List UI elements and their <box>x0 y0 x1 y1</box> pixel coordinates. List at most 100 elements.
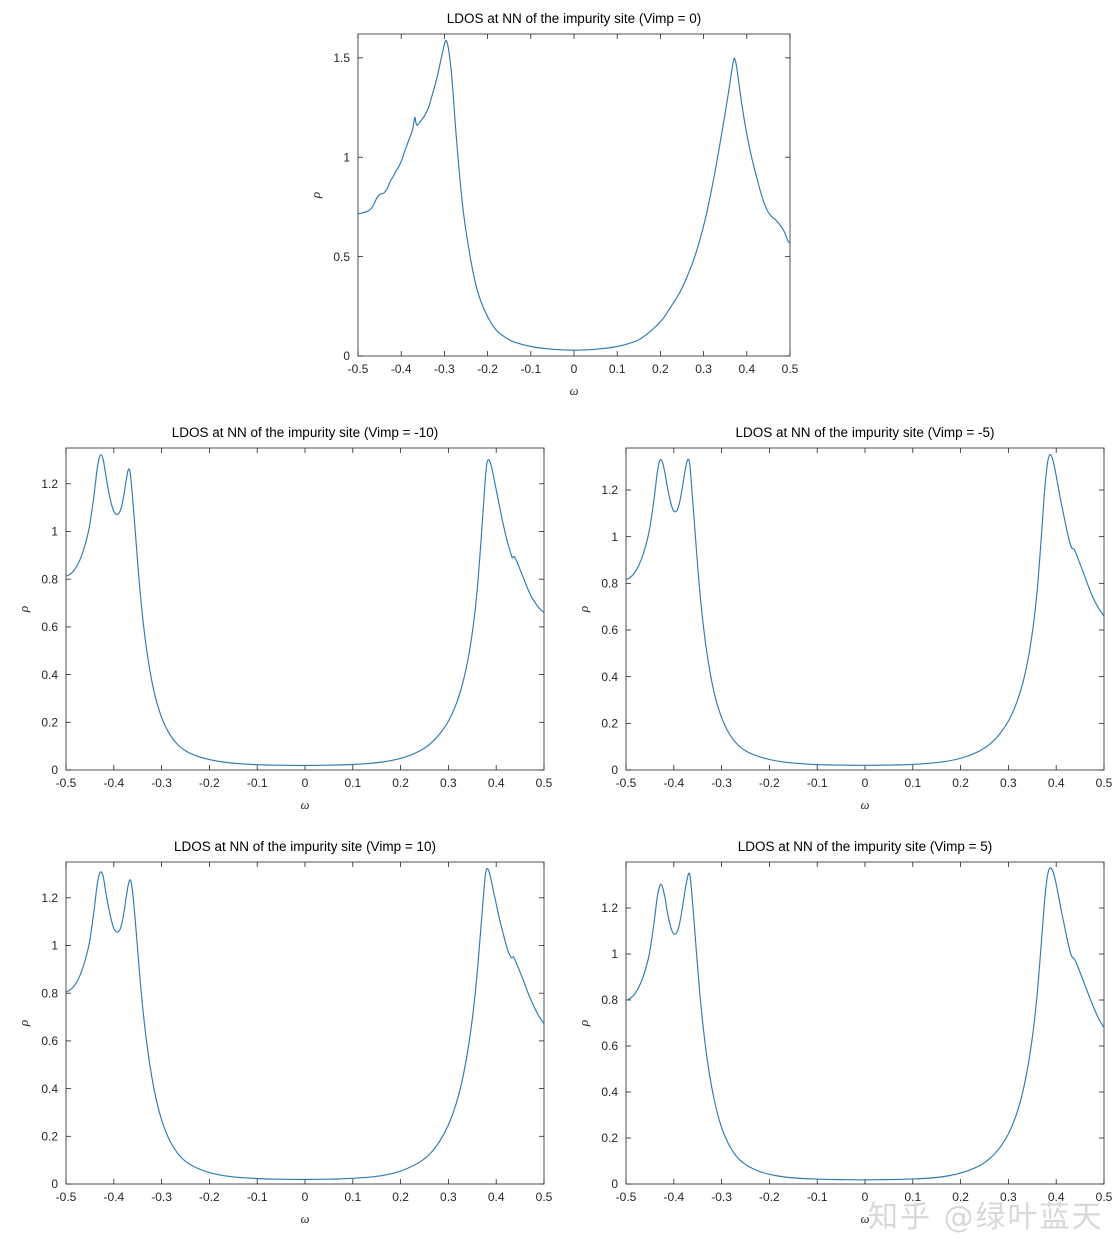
watermark-text: 知乎 @绿叶蓝天 <box>868 1200 1104 1235</box>
x-tick-label: -0.3 <box>434 362 455 376</box>
subplot-vimp-0: LDOS at NN of the impurity site (Vimp = … <box>306 4 806 404</box>
y-tick-label: 0.2 <box>41 1129 58 1143</box>
plot-box <box>357 33 791 357</box>
y-tick-label: 0.8 <box>601 577 618 591</box>
x-tick-label: 0.5 <box>782 362 799 376</box>
x-tick-label: -0.5 <box>348 362 369 376</box>
x-tick-label: 0.1 <box>904 776 921 790</box>
x-tick-label: -0.5 <box>616 1190 637 1204</box>
x-tick-label: 0.1 <box>344 776 361 790</box>
x-tick-label: 0.4 <box>1048 1190 1065 1204</box>
y-tick-label: 0 <box>611 1177 618 1191</box>
y-tick-label: 0.2 <box>601 717 618 731</box>
y-tick-label: 0.4 <box>601 1085 618 1099</box>
y-tick-label: 1 <box>611 530 618 544</box>
x-tick-label: -0.2 <box>759 776 780 790</box>
y-tick-label: 0.5 <box>333 250 350 264</box>
x-tick-label: -0.3 <box>711 1190 732 1204</box>
ldos-curve <box>626 453 1104 766</box>
x-tick-label: 0.2 <box>652 362 669 376</box>
y-tick-label: 1.2 <box>601 483 618 497</box>
y-tick-label: 0.6 <box>601 623 618 637</box>
x-tick-label: 0.1 <box>609 362 626 376</box>
y-tick-label: 1 <box>51 939 58 953</box>
x-tick-label: -0.3 <box>711 776 732 790</box>
x-tick-label: 0 <box>571 362 578 376</box>
plot-box <box>625 861 1105 1185</box>
y-tick-label: 0 <box>51 1177 58 1191</box>
y-tick-label: 1 <box>51 525 58 539</box>
y-tick-label: 0.8 <box>41 986 58 1000</box>
x-tick-label: 0.4 <box>738 362 755 376</box>
subplot-vimp-pos10: LDOS at NN of the impurity site (Vimp = … <box>14 832 560 1232</box>
x-tick-label: 0.2 <box>952 776 969 790</box>
x-tick-label: 0.3 <box>440 776 457 790</box>
y-tick-label: 0 <box>51 763 58 777</box>
x-tick-label: -0.4 <box>663 1190 684 1204</box>
subplot-title: LDOS at NN of the impurity site (Vimp = … <box>174 839 436 854</box>
x-tick-label: 0 <box>862 776 869 790</box>
y-axis-label: ρ <box>308 192 323 199</box>
y-tick-label: 0.6 <box>41 620 58 634</box>
x-tick-label: 0.4 <box>1048 776 1065 790</box>
x-tick-label: -0.4 <box>391 362 412 376</box>
ldos-curve <box>66 868 544 1181</box>
x-tick-label: -0.3 <box>151 776 172 790</box>
x-tick-label: -0.2 <box>199 776 220 790</box>
x-tick-label: 0.5 <box>1096 1190 1113 1204</box>
subplot-vimp-neg10: LDOS at NN of the impurity site (Vimp = … <box>14 418 560 818</box>
y-axis-label: ρ <box>16 1020 31 1027</box>
y-tick-label: 0.8 <box>601 993 618 1007</box>
x-tick-label: 0.3 <box>1000 776 1017 790</box>
plot-box <box>625 447 1105 771</box>
subplot-title: LDOS at NN of the impurity site (Vimp = … <box>738 839 992 854</box>
y-tick-label: 0.2 <box>41 715 58 729</box>
subplot-title: LDOS at NN of the impurity site (Vimp = … <box>172 425 438 440</box>
y-tick-label: 1 <box>611 947 618 961</box>
x-tick-label: 0.5 <box>536 1190 553 1204</box>
x-tick-label: 0.5 <box>1096 776 1113 790</box>
x-tick-label: -0.4 <box>103 776 124 790</box>
x-tick-label: 0.1 <box>344 1190 361 1204</box>
x-tick-label: -0.4 <box>663 776 684 790</box>
x-tick-label: 0.3 <box>1000 1190 1017 1204</box>
y-tick-label: 1 <box>343 150 350 164</box>
x-tick-label: 0.3 <box>695 362 712 376</box>
x-tick-label: -0.4 <box>103 1190 124 1204</box>
x-tick-label: 0.5 <box>536 776 553 790</box>
y-tick-label: 0.6 <box>41 1034 58 1048</box>
y-tick-label: 1.5 <box>333 51 350 65</box>
y-tick-label: 1.2 <box>41 891 58 905</box>
y-tick-label: 0.4 <box>41 1082 58 1096</box>
x-tick-label: 0.4 <box>488 1190 505 1204</box>
x-axis-label: ω <box>861 1212 870 1226</box>
x-tick-label: -0.1 <box>247 1190 268 1204</box>
y-tick-label: 0 <box>611 763 618 777</box>
x-tick-label: 0.4 <box>488 776 505 790</box>
y-tick-label: 0 <box>343 349 350 363</box>
y-tick-label: 1.2 <box>601 901 618 915</box>
y-tick-label: 0.6 <box>601 1039 618 1053</box>
x-axis-label: ω <box>301 798 310 812</box>
subplot-vimp-pos5: LDOS at NN of the impurity site (Vimp = … <box>574 832 1120 1232</box>
x-tick-label: -0.2 <box>477 362 498 376</box>
x-tick-label: -0.3 <box>151 1190 172 1204</box>
y-axis-label: ρ <box>16 606 31 613</box>
x-tick-label: -0.1 <box>247 776 268 790</box>
x-tick-label: 0.2 <box>392 776 409 790</box>
y-tick-label: 0.8 <box>41 572 58 586</box>
ldos-curve <box>66 454 544 767</box>
subplot-vimp-neg5: LDOS at NN of the impurity site (Vimp = … <box>574 418 1120 818</box>
ldos-curve <box>626 867 1104 1181</box>
x-tick-label: -0.5 <box>616 776 637 790</box>
x-tick-label: 0.2 <box>392 1190 409 1204</box>
x-axis-label: ω <box>301 1212 310 1226</box>
x-axis-label: ω <box>570 384 579 398</box>
x-tick-label: -0.2 <box>759 1190 780 1204</box>
x-tick-label: -0.5 <box>56 1190 77 1204</box>
y-tick-label: 0.4 <box>601 670 618 684</box>
x-tick-label: 0 <box>302 776 309 790</box>
y-axis-label: ρ <box>576 1020 591 1027</box>
plot-box <box>65 447 545 771</box>
